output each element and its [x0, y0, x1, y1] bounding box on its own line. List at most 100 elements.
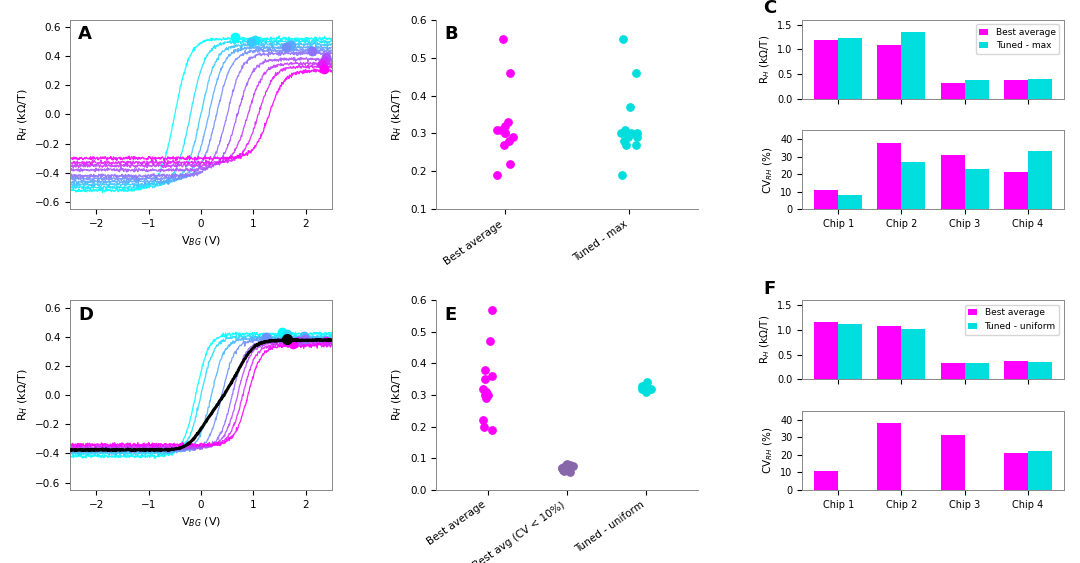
- Bar: [941, 363, 964, 379]
- Point: [620, 133, 637, 142]
- Point: [555, 466, 572, 475]
- Point: [500, 136, 517, 145]
- Point: [612, 129, 630, 138]
- Bar: [877, 326, 902, 379]
- Point: [634, 381, 651, 390]
- Point: [637, 381, 654, 390]
- X-axis label: V$_{BG}$ (V): V$_{BG}$ (V): [180, 235, 221, 248]
- X-axis label: V$_{BG}$ (V): V$_{BG}$ (V): [180, 515, 221, 529]
- Y-axis label: CV$_{RH}$ (%): CV$_{RH}$ (%): [761, 427, 774, 474]
- Bar: [1004, 172, 1028, 209]
- Bar: [838, 195, 862, 209]
- Bar: [838, 324, 862, 379]
- Point: [557, 461, 575, 470]
- Point: [629, 133, 646, 142]
- Bar: [964, 364, 988, 379]
- Point: [475, 422, 492, 431]
- Y-axis label: CV$_{RH}$ (%): CV$_{RH}$ (%): [761, 146, 774, 194]
- Point: [501, 159, 518, 168]
- Bar: [902, 329, 926, 379]
- Point: [484, 372, 501, 381]
- Bar: [814, 41, 838, 99]
- Bar: [877, 46, 902, 99]
- Point: [496, 122, 513, 131]
- Bar: [941, 83, 964, 99]
- Point: [480, 391, 497, 400]
- Point: [629, 129, 646, 138]
- Point: [613, 171, 631, 180]
- Point: [616, 125, 633, 134]
- Point: [497, 129, 514, 138]
- Point: [617, 140, 634, 149]
- Point: [555, 463, 572, 472]
- Bar: [1028, 363, 1052, 379]
- Point: [638, 378, 656, 387]
- Point: [616, 136, 633, 145]
- Text: C: C: [764, 0, 777, 17]
- Y-axis label: R$_H$ (kΩ/T): R$_H$ (kΩ/T): [391, 88, 405, 141]
- Y-axis label: R$_H$ (kΩ/T): R$_H$ (kΩ/T): [16, 88, 29, 141]
- Point: [488, 125, 505, 134]
- Point: [637, 387, 654, 396]
- Point: [474, 416, 491, 425]
- Bar: [1028, 451, 1052, 490]
- Point: [495, 140, 512, 149]
- Point: [621, 102, 638, 111]
- Bar: [1004, 361, 1028, 379]
- Text: B: B: [444, 25, 458, 43]
- Point: [492, 125, 510, 134]
- Text: F: F: [764, 280, 775, 298]
- Point: [555, 466, 572, 475]
- Point: [622, 129, 639, 138]
- Point: [504, 133, 522, 142]
- Point: [633, 384, 650, 393]
- Text: D: D: [78, 306, 93, 324]
- Point: [496, 129, 513, 138]
- Point: [553, 463, 570, 472]
- Bar: [902, 32, 926, 99]
- Bar: [941, 435, 964, 490]
- Bar: [814, 323, 838, 379]
- Point: [483, 305, 500, 314]
- Legend: Best average, Tuned - max: Best average, Tuned - max: [976, 24, 1059, 54]
- Point: [558, 459, 576, 468]
- Point: [483, 425, 500, 434]
- Bar: [1028, 151, 1052, 209]
- Point: [475, 384, 492, 393]
- Point: [477, 387, 495, 396]
- Point: [477, 394, 495, 403]
- Bar: [814, 190, 838, 209]
- Text: E: E: [444, 306, 457, 324]
- Y-axis label: R$_H$ (kΩ/T): R$_H$ (kΩ/T): [16, 369, 29, 422]
- Bar: [964, 80, 988, 99]
- Point: [553, 464, 570, 473]
- Legend: Best average, Tuned - uniform: Best average, Tuned - uniform: [964, 305, 1059, 334]
- Text: A: A: [78, 25, 92, 43]
- Bar: [1028, 79, 1052, 99]
- Bar: [877, 423, 902, 490]
- Bar: [838, 38, 862, 99]
- Point: [501, 68, 518, 77]
- Point: [476, 375, 494, 384]
- Point: [494, 34, 511, 43]
- Point: [476, 365, 494, 374]
- Y-axis label: R$_H$ (kΩ/T): R$_H$ (kΩ/T): [758, 315, 772, 364]
- Point: [564, 462, 581, 471]
- Bar: [902, 162, 926, 209]
- Point: [627, 68, 645, 77]
- Point: [499, 118, 516, 127]
- Point: [476, 391, 494, 400]
- Point: [643, 384, 660, 393]
- Bar: [941, 155, 964, 209]
- Y-axis label: R$_H$ (kΩ/T): R$_H$ (kΩ/T): [391, 369, 405, 422]
- Bar: [1004, 453, 1028, 490]
- Bar: [877, 142, 902, 209]
- Y-axis label: R$_H$ (kΩ/T): R$_H$ (kΩ/T): [758, 34, 772, 84]
- Point: [562, 468, 579, 477]
- Point: [489, 171, 507, 180]
- Point: [615, 34, 632, 43]
- Point: [627, 140, 645, 149]
- Bar: [964, 169, 988, 209]
- Point: [477, 387, 495, 396]
- Bar: [814, 471, 838, 490]
